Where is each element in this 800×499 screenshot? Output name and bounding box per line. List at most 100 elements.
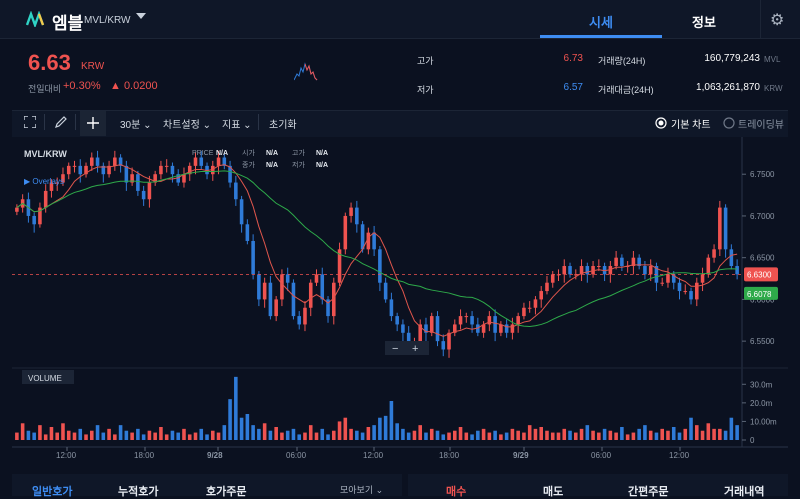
volume-bar (326, 434, 330, 440)
tab-general-orderbook[interactable]: 일반호가 (32, 486, 73, 498)
chart-settings-menu[interactable]: 차트설정 ⌄ (163, 120, 211, 131)
tradingview-option[interactable]: 트레이딩뷰 (738, 120, 784, 131)
volume-bar (182, 428, 186, 440)
tab-info[interactable]: 정보 (692, 15, 716, 30)
reset-button[interactable]: 초기화 (269, 120, 297, 131)
y-tick-label: 6.5500 (750, 337, 775, 346)
candle-body (378, 249, 382, 283)
candle-body (706, 257, 711, 275)
volume-bar (418, 425, 423, 440)
volume-bar (262, 423, 267, 440)
ohlc-value: N/A (316, 162, 328, 169)
interval-select[interactable]: 30분 ⌄ (120, 120, 152, 131)
mini-price-chart (294, 62, 318, 81)
candle-body (677, 282, 682, 292)
volume-bar (130, 432, 134, 440)
volume-bar (205, 434, 209, 440)
candle-body (458, 316, 463, 325)
coin-pair[interactable]: MVL/KRW (84, 15, 131, 26)
volume-bar (26, 430, 31, 440)
volume-bar (470, 434, 474, 440)
volume-bar (245, 414, 250, 440)
current-price: 6.63 (28, 50, 71, 75)
volume-bar (689, 417, 693, 440)
radio-unchecked-icon[interactable] (723, 117, 735, 129)
candle-body (389, 299, 394, 317)
chevron-down-icon[interactable] (136, 13, 146, 19)
candle-body (493, 316, 497, 333)
candle-body (550, 274, 555, 283)
price-chart[interactable]: 6.7500 6.7000 6.6500 6.6000 6.5500 30.0m 20.0m… (12, 137, 788, 464)
tab-orderbook-order[interactable]: 호가주문 (206, 486, 247, 498)
candle-body (648, 266, 653, 275)
candle-body (262, 282, 267, 300)
volume-bar (378, 417, 382, 440)
volume-bar (337, 421, 342, 440)
candle-body (487, 316, 492, 325)
change-value: ▲ 0.0200 (110, 80, 158, 92)
candle-body (718, 207, 722, 250)
volume-bar (660, 428, 665, 440)
fullscreen-icon[interactable] (24, 116, 36, 128)
ohlc-value: N/A (266, 150, 278, 157)
indicators-menu[interactable]: 지표 ⌄ (222, 120, 252, 131)
volume-bar (153, 432, 157, 440)
coin-name[interactable]: 엠블 (52, 14, 84, 33)
volume-bar (78, 428, 83, 440)
candle-body (401, 324, 405, 333)
pencil-icon[interactable] (54, 115, 68, 129)
candle-body (360, 224, 365, 250)
candle-body (38, 207, 42, 225)
volume-bar (625, 434, 630, 440)
volume-24h-label: 거래량(24H) (598, 56, 646, 66)
volume-bar (602, 428, 607, 440)
volume-bar (84, 434, 88, 440)
volume-bar (545, 430, 549, 440)
volume-bar (556, 432, 561, 440)
volume-bar (355, 430, 359, 440)
candle-body (556, 274, 561, 276)
gear-icon[interactable]: ⚙ (770, 12, 785, 29)
tab-cumulative-orderbook[interactable]: 누적호가 (118, 486, 159, 498)
x-tick-label: 9/29 (513, 451, 529, 460)
basic-chart-option[interactable]: 기본 차트 (671, 120, 711, 131)
volume-bar (585, 425, 590, 440)
ma-short-line (16, 164, 738, 337)
candle-body (32, 215, 36, 225)
group-view-select[interactable]: 모아보기 ⌄ (340, 485, 384, 495)
candle-body (527, 307, 532, 309)
tab-sell[interactable]: 매도 (543, 486, 564, 498)
candle-body (43, 190, 48, 208)
y-tick-label: 6.7500 (750, 170, 775, 179)
chart-title: MVL/KRW (24, 149, 67, 159)
candle-body (314, 274, 319, 283)
candle-body (614, 257, 618, 267)
candle-body (435, 316, 440, 342)
volume-bar (170, 430, 175, 440)
volume-bar (55, 432, 60, 440)
x-tick-label: 12:00 (56, 451, 77, 460)
candle-body (372, 232, 376, 250)
high-value: 6.73 (563, 53, 583, 64)
tab-trade-history[interactable]: 거래내역 (724, 486, 765, 498)
tab-simple-order[interactable]: 간편주문 (628, 486, 669, 498)
volume-bar (164, 434, 169, 440)
candle-body (130, 174, 134, 183)
tab-market[interactable]: 시세 (589, 15, 613, 30)
volume-bar (118, 425, 123, 440)
volume-bar (372, 425, 376, 440)
volume-bar (147, 430, 152, 440)
candle-body (84, 165, 88, 175)
indicators-label: 지표 (222, 120, 241, 131)
radio-checked-icon[interactable] (655, 117, 667, 129)
tab-buy[interactable]: 매수 (446, 486, 467, 498)
volume-bar (435, 430, 440, 440)
candle-body (418, 324, 423, 342)
ohlc-value: N/A (266, 162, 278, 169)
volume-bar (291, 428, 296, 440)
volume-bar (522, 432, 526, 440)
candle-body (579, 266, 584, 275)
candle-body (349, 207, 353, 216)
volume-bar (389, 401, 394, 440)
volume-bar (643, 425, 647, 440)
